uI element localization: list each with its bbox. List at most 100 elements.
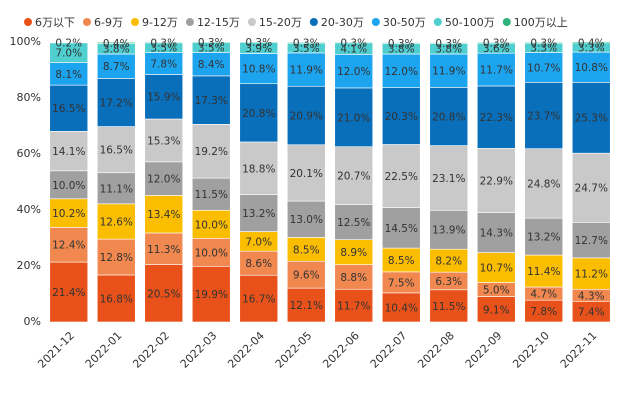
value-label: 14.5% (385, 223, 418, 235)
value-label: 23.7% (527, 111, 560, 123)
value-label: 0.2% (55, 38, 82, 50)
bar-segment (381, 53, 421, 88)
value-label: 0.3% (483, 38, 510, 50)
legend-label: 30-50万 (383, 16, 426, 29)
bar-segment (286, 41, 326, 44)
value-label: 8.6% (245, 258, 272, 270)
value-label: 24.8% (527, 178, 560, 190)
value-label: 20.1% (290, 168, 323, 180)
value-label: 7.0% (245, 236, 272, 248)
bar-segment (239, 53, 279, 85)
value-label: 6.3% (435, 276, 462, 288)
bar-segment (524, 148, 564, 219)
legend-label: 100万以上 (514, 16, 568, 29)
legend-marker (185, 18, 194, 26)
value-label: 17.3% (195, 95, 228, 107)
bar-segment (286, 200, 326, 238)
value-label: 16.5% (100, 145, 133, 157)
value-label: 13.0% (290, 214, 323, 226)
value-label: 22.9% (480, 175, 513, 187)
value-label: 10.0% (195, 247, 228, 259)
bar-segment (96, 78, 136, 127)
bar-segment (381, 292, 421, 323)
value-label: 11.7% (480, 65, 513, 77)
legend-label: 50-100万 (445, 16, 495, 29)
bar-segment (524, 41, 564, 44)
legend-marker (130, 18, 139, 26)
legend-marker (371, 18, 380, 26)
value-label: 16.7% (242, 294, 275, 306)
value-label: 3.3% (578, 42, 605, 54)
bar-segment (334, 204, 374, 240)
bar-segment (49, 131, 89, 172)
bar-segment (144, 41, 184, 44)
bar-segment (524, 217, 564, 256)
value-label: 3.5% (150, 43, 177, 55)
value-label: 7.8% (530, 306, 557, 318)
value-label: 3.5% (198, 42, 225, 54)
bar-segment (96, 274, 136, 323)
y-tick-label: 0% (24, 315, 41, 328)
x-tick-label: 2022-01 (83, 329, 125, 371)
value-label: 8.4% (198, 59, 225, 71)
bar-segment (429, 145, 469, 211)
value-label: 20.7% (337, 171, 370, 183)
value-label: 12.0% (337, 66, 370, 78)
value-label: 18.8% (242, 163, 275, 175)
bar-segment (524, 52, 564, 83)
value-label: 20.5% (147, 288, 180, 300)
value-label: 15.3% (147, 135, 180, 147)
value-label: 13.2% (242, 208, 275, 220)
bar-segment (49, 227, 89, 263)
bar-segment (381, 207, 421, 249)
value-label: 8.5% (388, 255, 415, 267)
legend-marker (247, 18, 256, 26)
bar-segment (334, 54, 374, 89)
bar-segment (191, 124, 231, 179)
bar-segment (334, 288, 374, 323)
legend-label: 9-12万 (142, 16, 178, 29)
bar-segment (476, 148, 516, 213)
bar-segment (239, 194, 279, 232)
value-label: 12.7% (575, 235, 608, 247)
value-label: 10.7% (480, 263, 513, 275)
bar-segment (191, 177, 231, 211)
value-label: 13.2% (527, 232, 560, 244)
value-label: 19.9% (195, 289, 228, 301)
bar-segment (239, 250, 279, 276)
bar-segment (476, 252, 516, 283)
bar-segment (144, 232, 184, 265)
bar-segment (571, 257, 611, 290)
x-tick-label: 2022-03 (178, 329, 220, 371)
bar-segment (286, 52, 326, 87)
value-label: 11.5% (195, 189, 228, 201)
value-label: 4.1% (340, 44, 367, 56)
legend-label: 6万以下 (35, 16, 75, 29)
bar-segment (286, 287, 326, 323)
value-label: 12.0% (147, 174, 180, 186)
y-tick-label: 40% (17, 203, 41, 216)
value-label: 11.5% (432, 301, 465, 313)
value-label: 7.0% (55, 48, 82, 60)
y-tick-label: 100% (10, 35, 41, 48)
bar-segment (429, 209, 469, 250)
bar-segment (571, 152, 611, 223)
value-label: 0.3% (530, 38, 557, 50)
bar-segment (96, 238, 136, 276)
value-label: 11.1% (100, 183, 133, 195)
x-tick-label: 2022-10 (510, 329, 552, 371)
value-label: 12.4% (52, 240, 85, 252)
value-label: 0.3% (150, 37, 177, 49)
bar-segment (144, 195, 184, 234)
value-label: 22.3% (480, 112, 513, 124)
bar-segment (334, 264, 374, 290)
bar-segment (96, 41, 136, 44)
value-label: 12.5% (337, 217, 370, 229)
value-label: 8.5% (293, 244, 320, 256)
value-label: 9.6% (293, 270, 320, 282)
value-label: 23.1% (432, 173, 465, 185)
x-tick-label: 2022-08 (415, 329, 457, 371)
bar-segment (476, 296, 516, 323)
x-tick-label: 2022-05 (273, 329, 315, 371)
